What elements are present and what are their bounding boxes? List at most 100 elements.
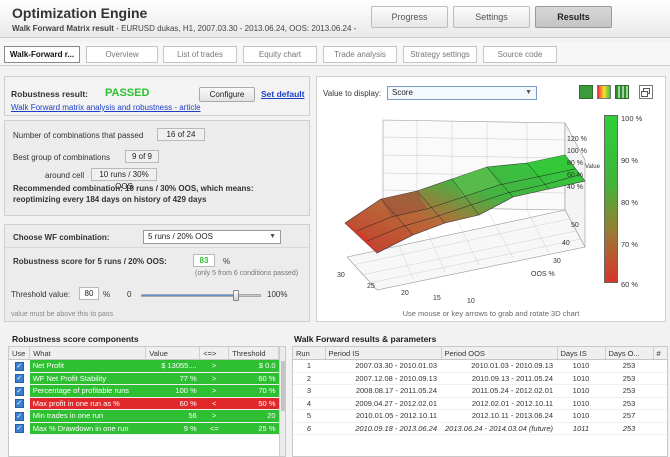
- subtab-trade-analysis[interactable]: Trade analysis: [323, 46, 397, 63]
- use-checkbox[interactable]: ✓: [14, 362, 24, 371]
- tab-settings[interactable]: Settings: [453, 6, 530, 28]
- scrollbar[interactable]: [279, 347, 285, 456]
- colorbar-tick: 80 %: [621, 198, 639, 207]
- subtab-overview[interactable]: Overview: [86, 46, 158, 63]
- use-checkbox[interactable]: ✓: [14, 374, 24, 384]
- choose-combination-label: Choose WF combination:: [13, 233, 110, 242]
- z-tick: 40 %: [567, 184, 583, 191]
- table-row[interactable]: 6 2010.09.18 - 2013.06.24 2013.06.24 - 201…: [293, 422, 667, 435]
- recommendation-line-2: reoptimizing every 184 days on history o…: [13, 195, 207, 204]
- tab-progress[interactable]: Progress: [371, 6, 448, 28]
- threshold-slider-fill: [142, 295, 237, 296]
- table-row[interactable]: 1 2007.03.30 - 2010.01.03 2010.01.03 - 201…: [293, 359, 667, 373]
- subtab-source-code[interactable]: Source code: [483, 46, 557, 63]
- configure-button[interactable]: Configure: [199, 87, 255, 102]
- chevron-down-icon: ▼: [525, 89, 532, 96]
- chevron-down-icon: ▼: [269, 233, 276, 240]
- best-group-label: Best group of combinations: [13, 153, 110, 162]
- value-to-display-label: Value to display:: [323, 89, 382, 98]
- col-what: What: [29, 347, 147, 360]
- table-row[interactable]: ✓ Max profit in one run as % 60 % <50 %: [9, 397, 279, 410]
- runs-tick: 15: [433, 295, 441, 302]
- table-row[interactable]: 5 2010.01.05 - 2012.10.11 2012.10.11 - 201…: [293, 409, 667, 423]
- col-days-oos: Days O...: [605, 347, 654, 360]
- around-cell-label: around cell: [45, 171, 85, 180]
- chart-palette-icon[interactable]: [597, 85, 611, 99]
- chart-color-icon[interactable]: [579, 85, 593, 99]
- recommendation-line-1: Recommended combination: 10 runs / 30% O…: [13, 184, 254, 193]
- runs-tick: 10: [467, 298, 475, 305]
- combination-select[interactable]: 5 runs / 20% OOS ▼: [143, 230, 281, 244]
- chart-grid-icon[interactable]: [615, 85, 629, 99]
- threshold-slider-thumb[interactable]: [233, 290, 240, 301]
- colorbar-tick: 70 %: [621, 240, 639, 249]
- threshold-input[interactable]: 80: [79, 287, 99, 300]
- wf-combination-panel: Choose WF combination: 5 runs / 20% OOS ▼…: [4, 224, 310, 322]
- threshold-slider[interactable]: [141, 290, 261, 301]
- table-row[interactable]: ✓ Min trades in one run 56 >20: [9, 409, 279, 423]
- col-period-is: Period IS: [325, 347, 442, 360]
- score-components-title: Robustness score components: [12, 334, 139, 344]
- subtab-equity-chart[interactable]: Equity chart: [243, 46, 317, 63]
- score-unit: %: [223, 257, 231, 266]
- table-row[interactable]: ✓ Net Profit $ 13055.... > $ 0.0: [9, 359, 279, 373]
- table-row[interactable]: ✓ Max % Drawdown in one run 9 % <= 25 %: [9, 422, 279, 435]
- wf-results-table: Run Period IS Period OOS Days IS Days O.…: [292, 346, 668, 457]
- col-threshold: Threshold: [228, 347, 279, 360]
- oos-tick: 30: [553, 258, 561, 265]
- slider-min-label: 0: [127, 290, 132, 299]
- z-tick: 60 %: [567, 172, 583, 179]
- best-group-value: 9 of 9: [125, 150, 159, 163]
- subtab-strategy-settings[interactable]: Strategy settings: [403, 46, 477, 63]
- table-row[interactable]: ✓ WF Net Profit Stability 77 % >60 %: [9, 372, 279, 385]
- article-link[interactable]: Walk Forward matrix analysis and robustn…: [11, 103, 201, 112]
- window-restore-icon[interactable]: [639, 85, 653, 99]
- col-run: Run: [293, 347, 326, 360]
- table-row[interactable]: ✓ Percentage of profitable runs 100 % >70 %: [9, 384, 279, 398]
- score-note: (only 5 from 6 conditions passed): [195, 270, 299, 277]
- use-checkbox[interactable]: ✓: [14, 399, 24, 409]
- runs-tick: 20: [401, 290, 409, 297]
- threshold-unit: %: [103, 290, 111, 299]
- color-scale-bar: [604, 115, 618, 283]
- col-use: Use: [9, 347, 31, 360]
- score-grid: Use What Value <=> Threshold ✓ Net Profit…: [9, 347, 279, 435]
- use-checkbox[interactable]: ✓: [14, 424, 24, 434]
- table-row[interactable]: 3 2008.08.17 - 2011.05.24 2011.05.24 - 201…: [293, 384, 667, 398]
- app-title: Optimization Engine: [12, 5, 148, 21]
- oos-tick: 40: [562, 240, 570, 247]
- tab-results[interactable]: Results: [535, 6, 612, 28]
- threshold-note: value must be above this to pass: [11, 311, 113, 318]
- z-axis-label: Value: [585, 164, 601, 170]
- divider: [5, 247, 309, 248]
- colorbar-tick: 100 %: [621, 114, 643, 123]
- value-to-display-select[interactable]: Score ▼: [387, 86, 537, 100]
- z-tick: 100 %: [567, 148, 587, 155]
- subtab-walk-forward[interactable]: Walk-Forward r...: [4, 46, 80, 63]
- table-row[interactable]: 2 2007.12.08 - 2010.09.13 2010.09.13 - 201…: [293, 372, 667, 385]
- col-op: <=>: [199, 347, 230, 360]
- z-tick: 120 %: [567, 136, 587, 143]
- surface-chart[interactable]: 120 % 100 % 80 % 60 % 40 % Value 30 40 5…: [317, 105, 665, 305]
- oos-tick: 50: [571, 222, 579, 229]
- oos-axis-label: OOS %: [531, 271, 555, 278]
- around-cell-value: 10 runs / 30% OOS: [91, 168, 157, 191]
- z-tick: 80 %: [567, 160, 583, 167]
- passed-value: 16 of 24: [157, 128, 205, 141]
- table-row[interactable]: 4 2009.04.27 - 2012.02.01 2012.02.01 - 201…: [293, 397, 667, 410]
- chart-panel: Value to display: Score ▼: [316, 76, 666, 322]
- use-checkbox[interactable]: ✓: [14, 386, 24, 396]
- subtab-list-of-trades[interactable]: List of trades: [163, 46, 237, 63]
- wf-results-title: Walk Forward results & parameters: [294, 334, 437, 344]
- use-checkbox[interactable]: ✓: [14, 411, 24, 421]
- chart-hint: Use mouse or key arrows to grab and rota…: [402, 309, 580, 318]
- col-hash: #: [653, 347, 667, 360]
- robustness-status: PASSED: [105, 87, 150, 99]
- score-components-table: Use What Value <=> Threshold ✓ Net Profit…: [8, 346, 286, 457]
- wf-grid: Run Period IS Period OOS Days IS Days O.…: [293, 347, 667, 435]
- robustness-result-label: Robustness result:: [11, 89, 88, 99]
- set-default-link[interactable]: Set default: [261, 89, 305, 99]
- threshold-label: Threshold value:: [11, 290, 71, 299]
- result-subtitle: Walk Forward Matrix result - EURUSD duka…: [12, 24, 357, 33]
- col-value: Value: [145, 347, 201, 360]
